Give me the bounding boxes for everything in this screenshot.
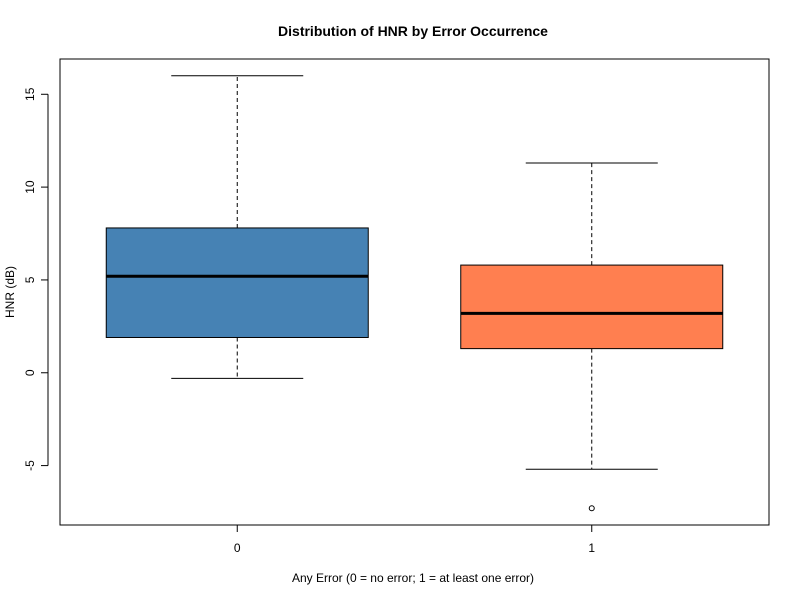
y-tick-label: 5 (23, 276, 37, 283)
x-tick-label: 1 (588, 541, 595, 555)
plot-layer: 0 1 -5 0 5 10 15 (23, 75, 724, 555)
x-axis-label: Any Error (0 = no error; 1 = at least on… (292, 571, 534, 585)
y-axis-label: HNR (dB) (3, 266, 17, 318)
y-tick-label: 15 (23, 87, 37, 101)
box-1 (460, 264, 724, 350)
chart-title: Distribution of HNR by Error Occurrence (278, 23, 548, 39)
y-tick-label: 0 (23, 369, 37, 376)
y-tick-label: 10 (23, 180, 37, 194)
x-tick-label: 0 (234, 541, 241, 555)
box-0 (105, 227, 369, 338)
plot-frame (59, 58, 770, 526)
outlier-point (588, 505, 595, 512)
y-tick-label: -5 (23, 460, 37, 471)
